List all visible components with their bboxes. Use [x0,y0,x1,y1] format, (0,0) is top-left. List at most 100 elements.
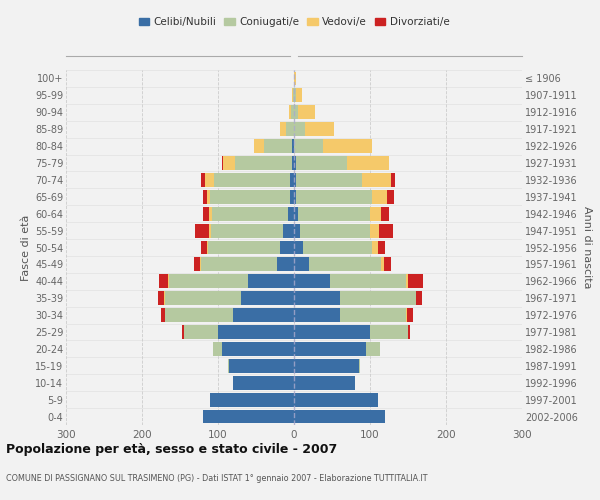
Bar [290,173,294,187]
Bar [233,376,294,390]
Bar [391,173,395,187]
Bar [182,325,184,339]
Bar [200,258,201,272]
Bar [161,308,165,322]
Bar [222,342,294,356]
Bar [209,207,212,220]
Bar [347,156,389,170]
Bar [294,392,377,406]
Bar [296,173,362,187]
Bar [206,240,208,254]
Bar [294,190,296,203]
Bar [331,274,406,288]
Bar [305,122,334,136]
Bar [294,325,370,339]
Bar [362,173,391,187]
Bar [184,325,218,339]
Bar [292,139,294,153]
Bar [298,106,314,119]
Bar [359,359,360,373]
Bar [212,342,222,356]
Bar [406,308,407,322]
Bar [294,342,366,356]
Legend: Celibi/Nubili, Coniugati/e, Vedovi/e, Divorziati/e: Celibi/Nubili, Coniugati/e, Vedovi/e, Di… [134,13,454,32]
Bar [293,88,294,102]
Bar [169,274,248,288]
Bar [294,122,305,136]
Bar [300,224,370,237]
Bar [194,258,200,272]
Bar [211,190,290,203]
Bar [235,156,292,170]
Bar [294,224,300,237]
Bar [296,88,302,102]
Bar [294,173,296,187]
Bar [201,173,205,187]
Bar [416,292,422,305]
Bar [408,274,423,288]
Bar [294,156,296,170]
Bar [263,139,292,153]
Bar [407,308,413,322]
Bar [382,258,383,272]
Bar [370,207,382,220]
Bar [228,359,229,373]
Bar [370,224,379,237]
Bar [294,258,309,272]
Bar [211,224,283,237]
Bar [294,308,340,322]
Bar [218,325,294,339]
Bar [379,224,393,237]
Bar [366,342,380,356]
Bar [406,274,408,288]
Y-axis label: Fasce di età: Fasce di età [20,214,31,280]
Bar [248,274,294,288]
Bar [200,240,206,254]
Bar [292,156,294,170]
Y-axis label: Anni di nascita: Anni di nascita [582,206,592,289]
Bar [388,190,394,203]
Bar [280,240,294,254]
Bar [277,258,294,272]
Text: COMUNE DI PASSIGNANO SUL TRASIMENO (PG) - Dati ISTAT 1° gennaio 2007 - Elaborazi: COMUNE DI PASSIGNANO SUL TRASIMENO (PG) … [6,474,427,483]
Bar [254,139,263,153]
Bar [209,224,211,237]
Bar [294,376,355,390]
Bar [294,88,296,102]
Bar [229,359,294,373]
Bar [158,292,164,305]
Bar [323,139,372,153]
Bar [283,224,294,237]
Bar [233,308,294,322]
Bar [372,190,388,203]
Bar [159,274,168,288]
Bar [294,207,298,220]
Bar [206,190,211,203]
Bar [212,207,288,220]
Bar [298,207,370,220]
Bar [168,274,169,288]
Text: Popolazione per età, sesso e stato civile - 2007: Popolazione per età, sesso e stato civil… [6,442,337,456]
Bar [203,410,294,424]
Bar [223,156,235,170]
Bar [214,173,290,187]
Bar [290,190,294,203]
Bar [294,240,303,254]
Bar [294,292,340,305]
Bar [382,207,389,220]
Bar [303,240,371,254]
Bar [294,359,359,373]
Bar [296,190,372,203]
Bar [294,139,323,153]
Bar [294,274,331,288]
Bar [294,410,385,424]
Bar [371,240,377,254]
Bar [288,207,294,220]
Bar [289,106,291,119]
Bar [294,106,298,119]
Bar [408,325,410,339]
Bar [201,258,277,272]
Bar [203,190,206,203]
Bar [309,258,382,272]
Bar [211,392,294,406]
